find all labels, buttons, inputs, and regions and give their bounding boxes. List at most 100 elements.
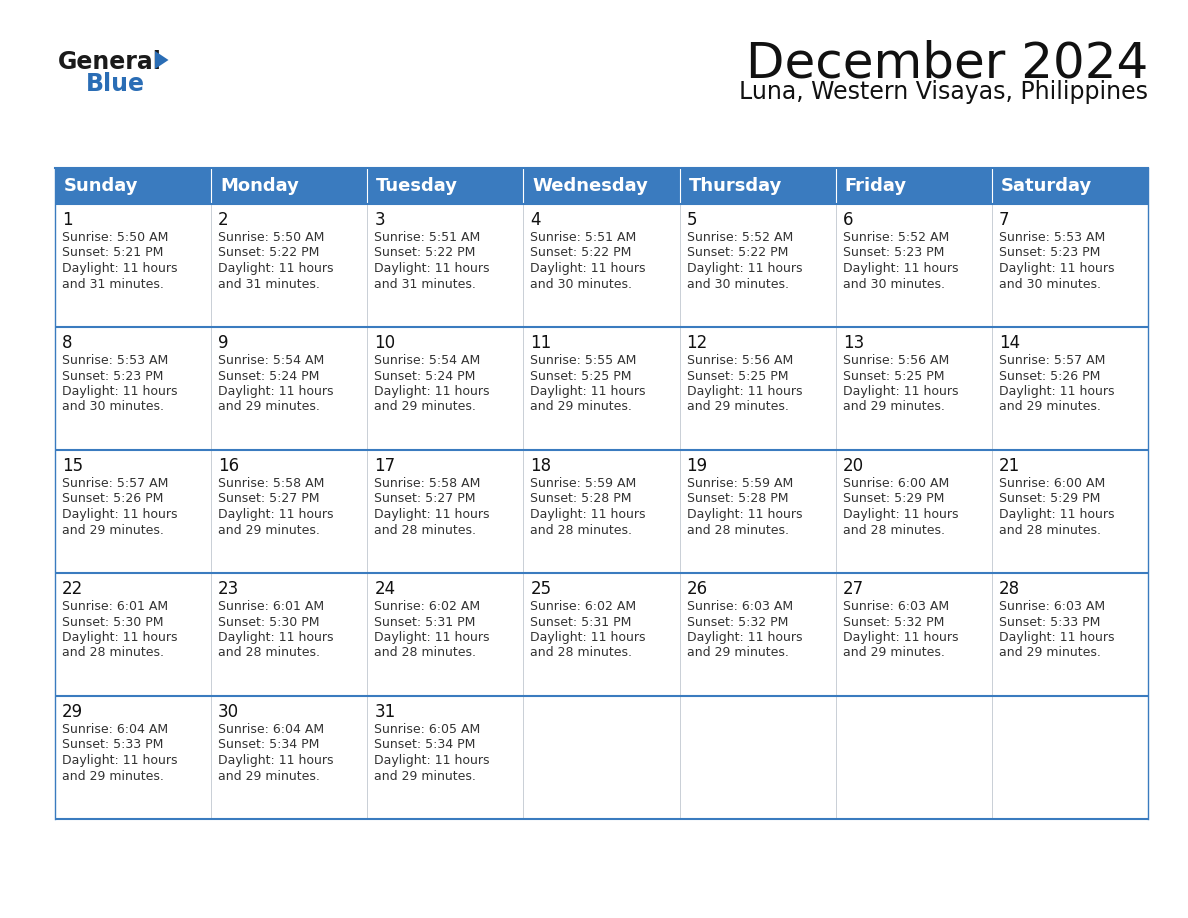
Text: Sunrise: 5:57 AM: Sunrise: 5:57 AM (62, 477, 169, 490)
Text: Sunset: 5:22 PM: Sunset: 5:22 PM (530, 247, 632, 260)
Bar (367, 204, 524, 327)
Text: 21: 21 (999, 457, 1020, 475)
Text: and 28 minutes.: and 28 minutes. (374, 646, 476, 659)
Text: and 29 minutes.: and 29 minutes. (219, 523, 320, 536)
Bar (992, 450, 1148, 573)
Text: 18: 18 (530, 457, 551, 475)
Text: Daylight: 11 hours: Daylight: 11 hours (842, 508, 959, 521)
Text: and 28 minutes.: and 28 minutes. (842, 523, 944, 536)
Text: Sunset: 5:33 PM: Sunset: 5:33 PM (62, 738, 164, 752)
Text: Daylight: 11 hours: Daylight: 11 hours (999, 262, 1114, 275)
Text: Sunrise: 5:53 AM: Sunrise: 5:53 AM (62, 354, 169, 367)
Text: Sunrise: 5:58 AM: Sunrise: 5:58 AM (219, 477, 324, 490)
Text: Sunrise: 5:51 AM: Sunrise: 5:51 AM (374, 231, 480, 244)
Text: Sunrise: 6:03 AM: Sunrise: 6:03 AM (999, 600, 1105, 613)
Text: Daylight: 11 hours: Daylight: 11 hours (374, 631, 489, 644)
Bar (367, 450, 524, 573)
Text: Sunday: Sunday (64, 177, 139, 195)
Text: Sunrise: 5:56 AM: Sunrise: 5:56 AM (842, 354, 949, 367)
Text: Luna, Western Visayas, Philippines: Luna, Western Visayas, Philippines (739, 80, 1148, 104)
Text: Sunset: 5:30 PM: Sunset: 5:30 PM (62, 615, 164, 629)
Text: and 29 minutes.: and 29 minutes. (219, 400, 320, 413)
Bar (524, 327, 680, 450)
Text: 26: 26 (687, 580, 708, 598)
Text: and 29 minutes.: and 29 minutes. (687, 646, 789, 659)
Text: 15: 15 (62, 457, 83, 475)
Text: Daylight: 11 hours: Daylight: 11 hours (62, 262, 177, 275)
Text: and 31 minutes.: and 31 minutes. (374, 277, 476, 290)
Text: and 29 minutes.: and 29 minutes. (687, 400, 789, 413)
Text: Sunrise: 5:54 AM: Sunrise: 5:54 AM (219, 354, 324, 367)
Bar (211, 450, 367, 573)
Text: Daylight: 11 hours: Daylight: 11 hours (219, 754, 334, 767)
Text: 25: 25 (530, 580, 551, 598)
Text: 3: 3 (374, 211, 385, 229)
Text: and 29 minutes.: and 29 minutes. (219, 769, 320, 782)
Text: and 30 minutes.: and 30 minutes. (842, 277, 944, 290)
Text: 11: 11 (530, 334, 551, 352)
Text: 17: 17 (374, 457, 396, 475)
Text: Sunrise: 6:00 AM: Sunrise: 6:00 AM (999, 477, 1105, 490)
Text: and 29 minutes.: and 29 minutes. (374, 400, 476, 413)
Text: Daylight: 11 hours: Daylight: 11 hours (530, 262, 646, 275)
Text: Daylight: 11 hours: Daylight: 11 hours (62, 754, 177, 767)
Text: Daylight: 11 hours: Daylight: 11 hours (219, 631, 334, 644)
Bar (680, 573, 835, 696)
Text: 13: 13 (842, 334, 864, 352)
Text: Sunset: 5:31 PM: Sunset: 5:31 PM (530, 615, 632, 629)
Text: 12: 12 (687, 334, 708, 352)
Text: Sunset: 5:27 PM: Sunset: 5:27 PM (374, 492, 475, 506)
Text: Sunset: 5:28 PM: Sunset: 5:28 PM (530, 492, 632, 506)
Bar (680, 450, 835, 573)
Text: Sunset: 5:29 PM: Sunset: 5:29 PM (842, 492, 944, 506)
Text: 29: 29 (62, 703, 83, 721)
Bar (211, 204, 367, 327)
Text: Thursday: Thursday (689, 177, 782, 195)
Text: Daylight: 11 hours: Daylight: 11 hours (374, 754, 489, 767)
Text: and 30 minutes.: and 30 minutes. (530, 277, 632, 290)
Text: Daylight: 11 hours: Daylight: 11 hours (687, 631, 802, 644)
Text: Sunset: 5:24 PM: Sunset: 5:24 PM (374, 370, 475, 383)
Bar (680, 696, 835, 819)
Text: Sunrise: 6:02 AM: Sunrise: 6:02 AM (374, 600, 480, 613)
Text: Saturday: Saturday (1000, 177, 1092, 195)
Text: December 2024: December 2024 (746, 40, 1148, 88)
Bar (55, 168, 1148, 204)
Text: Sunrise: 6:03 AM: Sunrise: 6:03 AM (687, 600, 792, 613)
Text: and 29 minutes.: and 29 minutes. (999, 400, 1101, 413)
Text: Sunrise: 6:04 AM: Sunrise: 6:04 AM (62, 723, 169, 736)
Text: Daylight: 11 hours: Daylight: 11 hours (374, 385, 489, 398)
Text: 30: 30 (219, 703, 239, 721)
Text: and 31 minutes.: and 31 minutes. (219, 277, 320, 290)
Text: 2: 2 (219, 211, 229, 229)
Text: 22: 22 (62, 580, 83, 598)
Text: Sunrise: 5:52 AM: Sunrise: 5:52 AM (687, 231, 792, 244)
Text: Daylight: 11 hours: Daylight: 11 hours (687, 385, 802, 398)
Text: Daylight: 11 hours: Daylight: 11 hours (219, 385, 334, 398)
Text: and 29 minutes.: and 29 minutes. (62, 523, 164, 536)
Text: Sunrise: 5:54 AM: Sunrise: 5:54 AM (374, 354, 480, 367)
Bar (835, 204, 992, 327)
Text: Tuesday: Tuesday (377, 177, 459, 195)
Bar (55, 696, 211, 819)
Text: Daylight: 11 hours: Daylight: 11 hours (999, 385, 1114, 398)
Text: Sunrise: 6:01 AM: Sunrise: 6:01 AM (219, 600, 324, 613)
Text: Daylight: 11 hours: Daylight: 11 hours (62, 631, 177, 644)
Text: Sunrise: 6:00 AM: Sunrise: 6:00 AM (842, 477, 949, 490)
Text: Daylight: 11 hours: Daylight: 11 hours (530, 631, 646, 644)
Text: Sunrise: 5:52 AM: Sunrise: 5:52 AM (842, 231, 949, 244)
Bar (211, 696, 367, 819)
Text: Daylight: 11 hours: Daylight: 11 hours (62, 385, 177, 398)
Text: Sunrise: 6:02 AM: Sunrise: 6:02 AM (530, 600, 637, 613)
Text: Sunset: 5:25 PM: Sunset: 5:25 PM (530, 370, 632, 383)
Text: 8: 8 (62, 334, 72, 352)
Bar (524, 204, 680, 327)
Text: Sunset: 5:30 PM: Sunset: 5:30 PM (219, 615, 320, 629)
Text: and 28 minutes.: and 28 minutes. (687, 523, 789, 536)
Text: Sunset: 5:32 PM: Sunset: 5:32 PM (842, 615, 944, 629)
Bar (55, 450, 211, 573)
Text: Sunset: 5:25 PM: Sunset: 5:25 PM (842, 370, 944, 383)
Text: and 29 minutes.: and 29 minutes. (842, 646, 944, 659)
Polygon shape (154, 51, 169, 69)
Bar (835, 327, 992, 450)
